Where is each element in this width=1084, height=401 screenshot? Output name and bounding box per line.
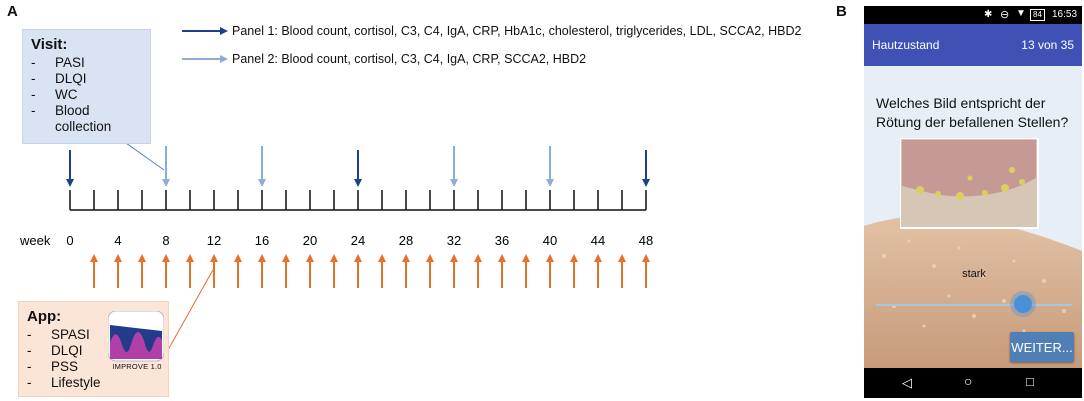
slider-track[interactable] <box>876 304 1072 306</box>
visit-box: Visit: PASI DLQI WC Blood collection <box>22 29 151 144</box>
lesion-photo <box>900 138 1039 229</box>
week-tick-label: 32 <box>447 233 461 248</box>
app-arrows <box>90 254 650 288</box>
panel2-legend-text: Panel 2: Blood count, cortisol, C3, C4, … <box>232 52 587 66</box>
slider-thumb[interactable] <box>1014 295 1032 313</box>
slider-value-label: stark <box>962 268 986 280</box>
dnd-icon: ⊖ <box>1000 9 1010 21</box>
app-item: DLQI <box>27 343 160 359</box>
app-connector-line <box>167 267 215 351</box>
week-tick-label: 0 <box>66 233 73 248</box>
week-labels: week 0 4 8 12 16 20 24 28 32 36 40 44 48 <box>19 233 653 248</box>
visit-item: Blood collection <box>31 103 125 135</box>
visit-item: PASI <box>31 55 142 71</box>
status-bar: ✱ ⊖ ▼ 84 16:53 <box>864 6 1082 24</box>
skin-background-image <box>864 215 1082 368</box>
week-tick-label: 16 <box>255 233 269 248</box>
visit-list: PASI DLQI WC Blood collection <box>31 55 142 135</box>
recents-icon[interactable]: □ <box>1026 374 1034 389</box>
question-text: Welches Bild entspricht der Rötung der b… <box>876 95 1069 130</box>
home-icon[interactable]: ○ <box>964 373 973 389</box>
week-tick-label: 20 <box>303 233 317 248</box>
week-tick-label: 36 <box>495 233 509 248</box>
visit-box-title: Visit: <box>31 36 68 53</box>
nav-bar: ◁ ○ □ <box>864 368 1082 398</box>
week-tick-label: 28 <box>399 233 413 248</box>
timeline-diagram: week 0 4 8 12 16 20 24 28 32 36 40 44 48 <box>19 27 653 351</box>
improve-app-icon <box>108 311 164 362</box>
week-tick-label: 44 <box>591 233 605 248</box>
visit-item: DLQI <box>31 71 142 87</box>
panel-a-letter: A <box>7 3 18 20</box>
panel1-legend-text: Panel 1: Blood count, cortisol, C3, C4, … <box>232 24 802 38</box>
week-tick-label: 24 <box>351 233 365 248</box>
question-counter: 13 von 35 <box>1021 38 1074 52</box>
weiter-button[interactable]: WEITER... <box>1010 332 1074 362</box>
legend-arrows <box>182 27 228 63</box>
app-list: SPASI DLQI PSS Lifestyle <box>27 327 160 391</box>
signal-icon: ▼ <box>1016 8 1026 19</box>
week-tick-label: 4 <box>114 233 121 248</box>
app-box-title: App: <box>27 308 62 325</box>
bluetooth-icon: ✱ <box>984 9 993 20</box>
week-axis-label: week <box>19 233 51 248</box>
visit-item: WC <box>31 87 142 103</box>
question-screen <box>864 66 1082 368</box>
battery-icon: 84 <box>1030 9 1045 21</box>
timeline-axis <box>69 190 647 211</box>
panel-arrows <box>66 146 650 187</box>
app-item: SPASI <box>27 327 160 343</box>
week-tick-label: 12 <box>207 233 221 248</box>
back-icon[interactable]: ◁ <box>902 375 912 390</box>
panel-b-letter: B <box>836 3 847 20</box>
status-time: 16:53 <box>1052 9 1078 20</box>
week-tick-label: 48 <box>639 233 653 248</box>
app-bar: Hautzustand 13 von 35 <box>864 24 1082 66</box>
week-tick-label: 8 <box>162 233 169 248</box>
week-tick-label: 40 <box>543 233 557 248</box>
app-item: PSS <box>27 359 160 375</box>
app-item: Lifestyle <box>27 375 160 391</box>
app-bar-title: Hautzustand <box>872 38 940 52</box>
app-icon-label: IMPROVE 1.0 <box>112 362 162 371</box>
